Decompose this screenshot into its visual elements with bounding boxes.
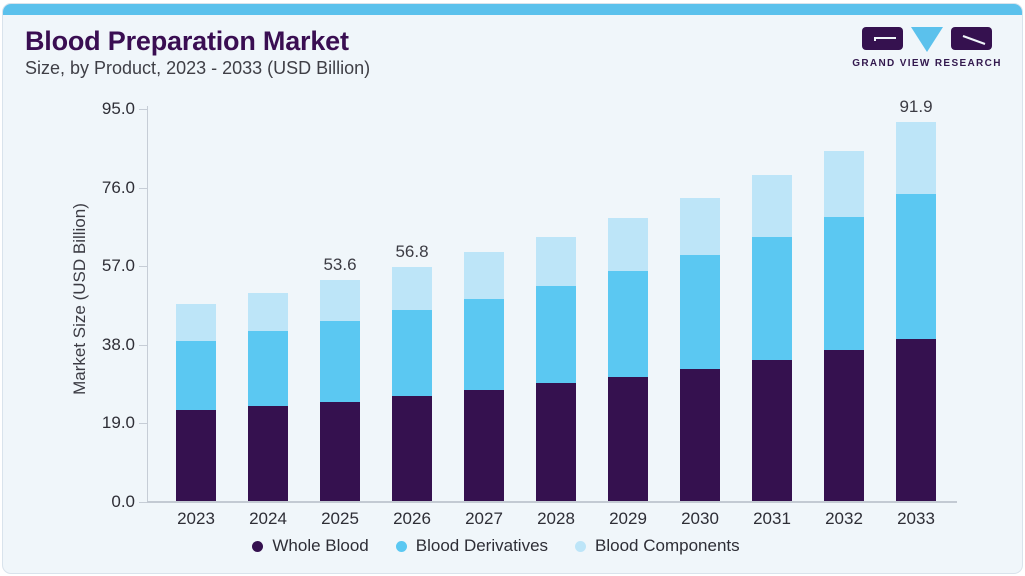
x-tick-label: 2032: [825, 508, 863, 528]
legend-swatch-icon: [575, 540, 587, 552]
y-axis-line: [147, 106, 148, 502]
bar-2031-whole-blood: [752, 359, 792, 502]
bar-2023-whole-blood: [176, 410, 216, 502]
y-tick-label: 0.0: [111, 491, 135, 511]
y-tick-label: 19.0: [101, 413, 135, 433]
x-tick-label: 2033: [897, 508, 935, 528]
bar-2030-whole-blood: [680, 369, 720, 502]
y-tick-mark: [139, 266, 147, 268]
bar-2033-blood-components: [896, 122, 936, 194]
x-tick-label: 2023: [177, 508, 215, 528]
bar-2024-blood-derivatives: [248, 331, 288, 407]
bar-2032-whole-blood: [824, 350, 864, 502]
bar-2025-blood-components: [320, 280, 360, 322]
legend-item-whole-blood: Whole Blood: [252, 536, 369, 556]
bar-2029-blood-components: [608, 218, 648, 271]
gvr-logo-marks: [852, 27, 1002, 53]
bar-2030-blood-derivatives: [680, 255, 720, 369]
bar-2033-whole-blood: [896, 339, 936, 502]
brand-name: GRAND VIEW RESEARCH: [852, 58, 1002, 69]
bar-2027-blood-derivatives: [464, 298, 504, 391]
bar-total-label: 53.6: [323, 255, 357, 275]
x-axis-line: [147, 500, 957, 503]
bar-2025-whole-blood: [320, 402, 360, 502]
legend-label: Whole Blood: [272, 536, 369, 555]
bar-2029-whole-blood: [608, 376, 648, 502]
bar-2032-blood-derivatives: [824, 217, 864, 351]
legend-swatch-icon: [252, 540, 264, 552]
legend-item-blood-components: Blood Components: [575, 536, 740, 556]
y-tick-label: 76.0: [101, 177, 135, 197]
bar-2026-whole-blood: [392, 396, 432, 502]
bar-2028-whole-blood: [536, 383, 576, 502]
bar-2024-whole-blood: [248, 406, 288, 502]
bar-total-label: 91.9: [899, 97, 933, 117]
bar-2023-blood-derivatives: [176, 340, 216, 411]
g-block-icon: [862, 27, 903, 50]
x-tick-label: 2024: [249, 508, 287, 528]
bar-2033-blood-derivatives: [896, 194, 936, 340]
y-tick-label: 95.0: [101, 99, 135, 119]
x-tick-label: 2028: [537, 508, 575, 528]
bar-2026-blood-components: [392, 267, 432, 310]
bar-2023-blood-components: [176, 304, 216, 341]
x-tick-label: 2025: [321, 508, 359, 528]
y-tick-label: 57.0: [101, 256, 135, 276]
y-tick-label: 38.0: [101, 334, 135, 354]
y-tick-mark: [139, 501, 147, 503]
bar-2027-blood-components: [464, 252, 504, 299]
y-tick-mark: [139, 423, 147, 425]
bar-2028-blood-derivatives: [536, 285, 576, 384]
bar-2032-blood-components: [824, 150, 864, 218]
legend-label: Blood Components: [595, 536, 740, 555]
y-tick-mark: [139, 109, 147, 111]
page-subtitle: Size, by Product, 2023 - 2033 (USD Billi…: [25, 58, 371, 78]
bar-2031-blood-components: [752, 175, 792, 238]
y-axis-title: Market Size (USD Billion): [70, 203, 89, 395]
bar-2026-blood-derivatives: [392, 309, 432, 397]
v-triangle-icon: [911, 27, 943, 52]
bar-total-label: 56.8: [395, 242, 429, 262]
legend-label: Blood Derivatives: [415, 536, 549, 555]
page-title: Blood Preparation Market: [25, 26, 349, 56]
bar-2031-blood-derivatives: [752, 237, 792, 360]
y-tick-mark: [139, 344, 147, 346]
bar-2027-whole-blood: [464, 390, 504, 502]
legend-swatch-icon: [395, 540, 407, 552]
x-tick-label: 2026: [393, 508, 431, 528]
bar-2028-blood-components: [536, 236, 576, 286]
gvr-logo: GRAND VIEW RESEARCH: [852, 27, 1002, 69]
bar-2030-blood-components: [680, 198, 720, 256]
chart-legend: Whole Blood Blood Derivatives Blood Compon…: [0, 536, 992, 556]
y-tick-mark: [139, 187, 147, 189]
bar-2024-blood-components: [248, 293, 288, 332]
bar-2029-blood-derivatives: [608, 270, 648, 377]
x-tick-label: 2031: [753, 508, 791, 528]
x-tick-label: 2027: [465, 508, 503, 528]
bar-2025-blood-derivatives: [320, 321, 360, 403]
r-block-icon: [951, 27, 992, 50]
legend-item-blood-derivatives: Blood Derivatives: [395, 536, 549, 556]
x-tick-label: 2029: [609, 508, 647, 528]
accent-strip: [3, 4, 1022, 15]
x-tick-label: 2030: [681, 508, 719, 528]
